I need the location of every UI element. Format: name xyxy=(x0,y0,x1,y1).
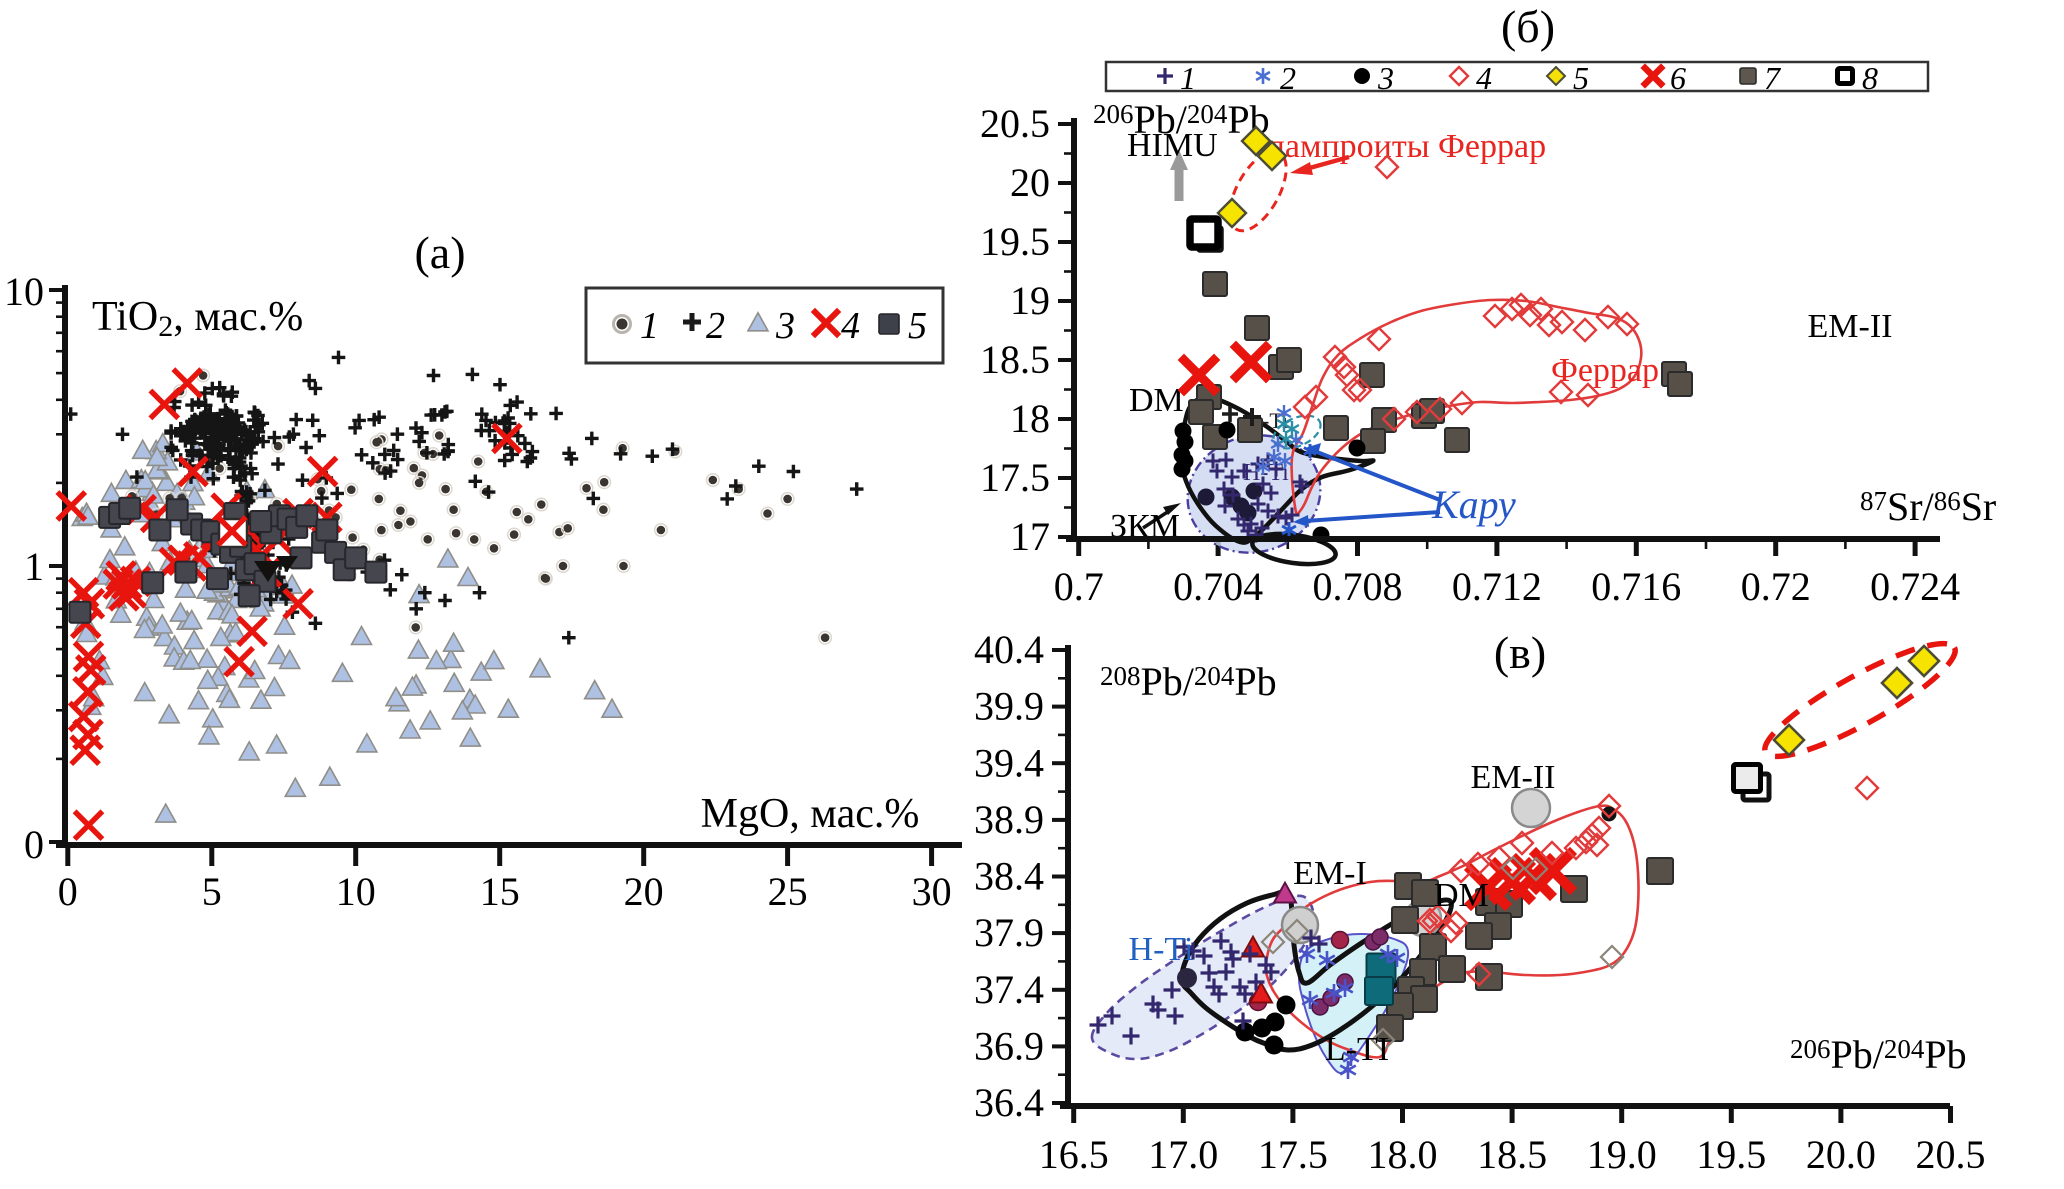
svg-text:H-Ti: H-Ti xyxy=(1129,931,1194,968)
svg-text:17.5: 17.5 xyxy=(1258,1132,1328,1177)
svg-text:40.4: 40.4 xyxy=(974,627,1044,672)
svg-text:16.5: 16.5 xyxy=(1039,1132,1109,1177)
svg-text:18.0: 18.0 xyxy=(1368,1132,1438,1177)
svg-text:DM: DM xyxy=(1129,382,1184,419)
svg-text:17: 17 xyxy=(1010,514,1050,559)
svg-text:5: 5 xyxy=(908,305,927,347)
svg-text:0.716: 0.716 xyxy=(1591,564,1681,609)
svg-text:87Sr/86Sr: 87Sr/86Sr xyxy=(1860,484,1996,529)
svg-text:20.5: 20.5 xyxy=(1916,1132,1986,1177)
svg-text:39.4: 39.4 xyxy=(974,740,1044,785)
svg-text:DM: DM xyxy=(1434,877,1489,914)
svg-text:EM-II: EM-II xyxy=(1808,308,1893,345)
svg-text:39.9: 39.9 xyxy=(974,684,1044,729)
svg-text:HIMU: HIMU xyxy=(1127,127,1218,164)
svg-text:EM-II: EM-II xyxy=(1471,759,1556,796)
svg-text:4: 4 xyxy=(1476,60,1492,96)
svg-text:6: 6 xyxy=(1670,60,1686,96)
svg-text:19.5: 19.5 xyxy=(1696,1132,1766,1177)
svg-text:17.0: 17.0 xyxy=(1148,1132,1218,1177)
svg-text:4: 4 xyxy=(841,305,860,347)
svg-text:3: 3 xyxy=(1377,60,1394,96)
svg-text:10: 10 xyxy=(4,269,44,314)
svg-text:206Pb/204Pb: 206Pb/204Pb xyxy=(1093,97,1270,142)
svg-text:30: 30 xyxy=(912,869,952,914)
svg-text:18.5: 18.5 xyxy=(980,337,1050,382)
svg-text:20: 20 xyxy=(1010,160,1050,205)
svg-text:0.724: 0.724 xyxy=(1870,564,1960,609)
svg-text:19.0: 19.0 xyxy=(1587,1132,1657,1177)
svg-text:8: 8 xyxy=(1862,60,1878,96)
svg-text:Феррар: Феррар xyxy=(1551,352,1659,389)
svg-text:7: 7 xyxy=(1764,60,1782,96)
svg-text:L-TI: L-TI xyxy=(1325,1031,1389,1068)
svg-text:20.0: 20.0 xyxy=(1806,1132,1876,1177)
svg-text:37.4: 37.4 xyxy=(974,967,1044,1012)
svg-text:Кару: Кару xyxy=(1431,482,1516,527)
svg-text:10: 10 xyxy=(336,869,376,914)
svg-text:38.4: 38.4 xyxy=(974,854,1044,899)
svg-text:15: 15 xyxy=(480,869,520,914)
svg-text:0.7: 0.7 xyxy=(1054,564,1104,609)
svg-text:5: 5 xyxy=(202,869,222,914)
svg-text:19: 19 xyxy=(1010,278,1050,323)
svg-text:3: 3 xyxy=(775,305,795,347)
svg-text:36.4: 36.4 xyxy=(974,1080,1044,1125)
svg-text:36.9: 36.9 xyxy=(974,1023,1044,1068)
svg-text:5: 5 xyxy=(1573,60,1589,96)
svg-text:лампроиты Феррар: лампроиты Феррар xyxy=(1268,128,1546,165)
svg-text:18: 18 xyxy=(1010,396,1050,441)
svg-text:MgO, мас.%: MgO, мас.% xyxy=(701,791,920,837)
svg-text:0: 0 xyxy=(58,869,78,914)
svg-text:206Pb/204Pb: 206Pb/204Pb xyxy=(1790,1032,1967,1077)
svg-text:(а): (а) xyxy=(414,227,465,278)
svg-text:18.5: 18.5 xyxy=(1477,1132,1547,1177)
svg-text:1: 1 xyxy=(640,305,659,347)
svg-text:2: 2 xyxy=(1280,60,1296,96)
svg-text:(б): (б) xyxy=(1501,1,1555,52)
svg-text:1: 1 xyxy=(1180,60,1196,96)
svg-text:25: 25 xyxy=(768,869,808,914)
svg-text:0: 0 xyxy=(24,822,44,867)
svg-text:EM-I: EM-I xyxy=(1293,855,1367,892)
svg-text:20: 20 xyxy=(624,869,664,914)
svg-text:0.712: 0.712 xyxy=(1452,564,1542,609)
svg-text:37.9: 37.9 xyxy=(974,910,1044,955)
svg-text:0.708: 0.708 xyxy=(1313,564,1403,609)
svg-text:0.72: 0.72 xyxy=(1741,564,1811,609)
svg-text:0.704: 0.704 xyxy=(1173,564,1263,609)
svg-text:2: 2 xyxy=(706,305,725,347)
svg-text:TiO2, мас.%: TiO2, мас.% xyxy=(92,294,303,343)
svg-text:208Pb/204Pb: 208Pb/204Pb xyxy=(1100,659,1277,704)
svg-text:20.5: 20.5 xyxy=(980,101,1050,146)
svg-text:17.5: 17.5 xyxy=(980,455,1050,500)
svg-text:(в): (в) xyxy=(1494,627,1546,678)
svg-text:19.5: 19.5 xyxy=(980,219,1050,264)
svg-text:1: 1 xyxy=(24,544,44,589)
svg-text:38.9: 38.9 xyxy=(974,797,1044,842)
